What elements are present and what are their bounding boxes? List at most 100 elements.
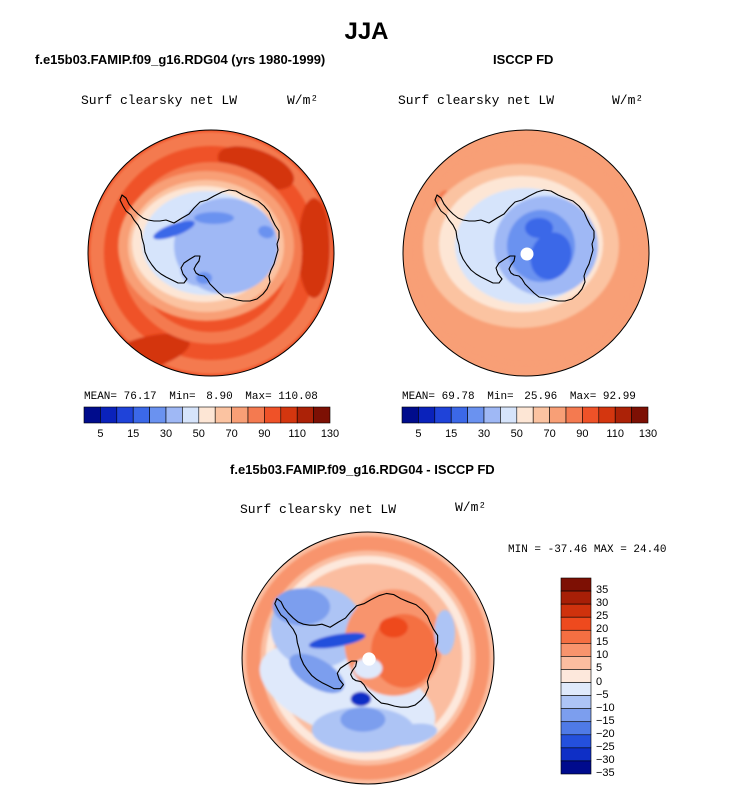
panel1-colorbar (83, 406, 331, 424)
colorbar-swatch (560, 760, 592, 775)
panel3-polar-map (241, 531, 495, 785)
map-border (87, 129, 335, 377)
colorbar-swatch (247, 406, 265, 424)
colorbar-swatch (467, 406, 485, 424)
colorbar-swatch (560, 708, 592, 723)
colorbar-swatch (565, 406, 583, 424)
panel2-stats: MEAN= 69.78 Min= 25.96 Max= 92.99 (402, 391, 636, 403)
colorbar-tick-label: 15 (445, 428, 458, 440)
colorbar-swatch (560, 590, 592, 605)
colorbar-swatch (132, 406, 150, 424)
panel2-subtitle: ISCCP FD (493, 52, 554, 67)
panel1-colorbar-ticks: 5 15 30 50 70 90 110 130 (84, 428, 339, 442)
colorbar-swatch (264, 406, 282, 424)
contour-patch (340, 707, 386, 732)
contour-band (405, 132, 647, 374)
colorbar-tick-label: −20 (596, 727, 615, 740)
colorbar-tick-label: −35 (596, 767, 615, 779)
contour-patch (350, 691, 372, 707)
colorbar-tick-label: −30 (596, 753, 615, 766)
colorbar-swatch (418, 406, 436, 424)
panel3-stats-line: MIN = -37.46 MAX = 24.40 (508, 544, 667, 556)
contour-patch (353, 658, 383, 679)
colorbar-swatch (560, 643, 592, 657)
panel2-colorbar (401, 406, 649, 424)
panel2-max-value: 92.99 (602, 391, 636, 403)
panel1-min-value: 8.90 (206, 391, 233, 403)
panel1-subtitle: f.e15b03.FAMIP.f09_g16.RDG04 (yrs 1980-1… (35, 52, 326, 67)
panel3-colorbar-ticks: 35 30 25 20 15 10 5 0 −5 −10 −15 −20 −25 −30 −35 (596, 578, 636, 779)
colorbar-tick-label: 90 (258, 428, 271, 440)
contour-patch (194, 212, 234, 224)
antarctica-coastline (274, 592, 439, 708)
colorbar-swatch (313, 406, 331, 424)
colorbar-swatch (516, 406, 534, 424)
colorbar-swatch (483, 406, 501, 424)
colorbar-swatch (280, 406, 298, 424)
panel2-variable-label: Surf clearsky net LW (398, 93, 555, 108)
contour-patch (196, 272, 212, 284)
colorbar-tick-label: 30 (477, 428, 491, 440)
panel2-colorbar-ticks: 5 15 30 50 70 90 110 130 (402, 428, 657, 442)
colorbar-swatch (549, 406, 567, 424)
colorbar-tick-label: 130 (638, 428, 658, 440)
panel1-max-label: Max= (245, 391, 272, 403)
panel1-polar-map (87, 129, 335, 377)
colorbar-tick-label: −10 (596, 701, 615, 714)
colorbar-tick-label: 15 (596, 636, 609, 649)
colorbar-swatch (598, 406, 616, 424)
colorbar-tick-label: 15 (127, 428, 140, 440)
colorbar-tick-label: 35 (596, 584, 609, 597)
pole-hole (520, 247, 534, 261)
colorbar-swatch (214, 406, 232, 424)
colorbar-tick-label: 5 (415, 428, 422, 440)
panel1-min-label: Min= (169, 391, 196, 403)
colorbar-tick-label: 110 (288, 428, 306, 440)
panel1-variable-label: Surf clearsky net LW (81, 93, 238, 108)
colorbar-swatch (614, 406, 632, 424)
colorbar-swatch (149, 406, 167, 424)
colorbar-tick-label: 130 (320, 428, 340, 440)
contour-patch (434, 609, 456, 655)
colorbar-swatch (401, 406, 419, 424)
colorbar-tick-label: 25 (596, 610, 609, 623)
colorbar-swatch (560, 656, 592, 670)
colorbar-swatch (198, 406, 216, 424)
colorbar-swatch (560, 695, 592, 709)
colorbar-swatch (165, 406, 183, 424)
contour-patch (309, 632, 366, 649)
contour-patch (525, 218, 553, 238)
panel1-mean-label: MEAN= (84, 391, 118, 403)
panel2-units: W/m² (612, 93, 644, 108)
colorbar-tick-label: 70 (543, 428, 556, 440)
colorbar-swatch (560, 603, 592, 618)
contour-patch (298, 198, 330, 298)
panel1-max-value: 110.08 (278, 391, 318, 403)
colorbar-swatch (582, 406, 600, 424)
colorbar-tick-label: 70 (225, 428, 238, 440)
colorbar-tick-label: 20 (596, 623, 609, 636)
panel1-mean-value: 76.17 (123, 391, 157, 403)
colorbar-swatch (631, 406, 649, 424)
panel3-colorbar (560, 577, 592, 775)
panel2-polar-map (402, 129, 650, 377)
colorbar-swatch (231, 406, 249, 424)
antarctica-coastline (434, 189, 595, 302)
contour-patch (380, 723, 438, 747)
panel2-min-label: Min= (487, 391, 514, 403)
map-border (241, 531, 495, 785)
colorbar-swatch (560, 616, 592, 631)
colorbar-tick-label: 5 (596, 662, 603, 675)
colorbar-tick-label: 10 (596, 649, 609, 662)
panel1-units: W/m² (287, 93, 319, 108)
colorbar-swatch (100, 406, 118, 424)
panel2-max-label: Max= (569, 391, 597, 403)
map-border (402, 129, 650, 377)
colorbar-swatch (450, 406, 468, 424)
colorbar-swatch (500, 406, 518, 424)
contour-patch (379, 617, 408, 638)
contour-patch (272, 588, 331, 626)
antarctica-coastline (119, 189, 280, 302)
colorbar-tick-label: 50 (192, 428, 205, 440)
panel2-mean-label: MEAN= (402, 391, 436, 403)
